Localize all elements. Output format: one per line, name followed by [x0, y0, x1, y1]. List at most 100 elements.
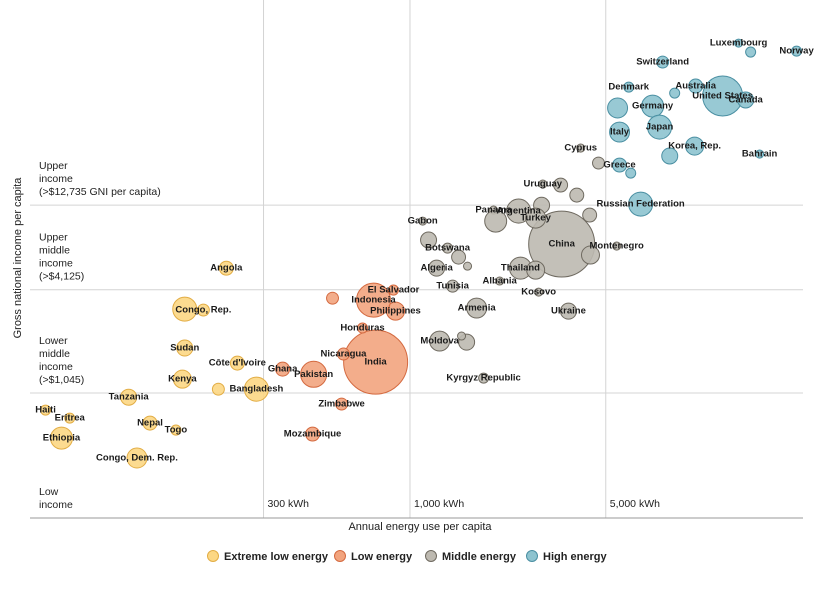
region-label: income	[39, 361, 73, 373]
bubble-label: Honduras	[340, 323, 384, 334]
bubble	[142, 415, 158, 431]
region-label: middle	[39, 245, 70, 257]
grid	[30, 0, 803, 518]
bubble	[628, 191, 654, 217]
bubble-label: Ghana	[268, 364, 298, 375]
bubble-label: Argentina	[496, 206, 541, 217]
bubble-label: India	[365, 357, 388, 368]
bubble-label: Haiti	[35, 405, 56, 416]
bubble-label: Armenia	[458, 303, 497, 314]
bubble-label: Zimbabwe	[318, 399, 364, 410]
bubble-label: Panama	[475, 205, 512, 216]
bubble	[576, 143, 586, 153]
bubble	[120, 388, 138, 406]
bubble-label: Sudan	[170, 343, 199, 354]
bubble	[607, 97, 629, 119]
bubble	[442, 242, 454, 254]
bubble-label: United States	[692, 91, 753, 102]
bubble-label: Kosovo	[521, 287, 556, 298]
x-tick-label: 5,000 kWh	[610, 498, 660, 510]
bubble-label: Turkey	[520, 213, 551, 224]
bubble-label: Angola	[210, 263, 243, 274]
bubble	[478, 372, 490, 384]
bubble	[211, 382, 225, 396]
bubble	[337, 347, 350, 361]
region-label: Upper	[39, 232, 68, 244]
region-label: income	[39, 258, 73, 270]
bubble-label: Congo, Dem. Rep.	[96, 453, 178, 464]
bubble	[170, 424, 182, 436]
bubble-label: Pakistan	[294, 369, 333, 380]
bubble	[688, 78, 704, 94]
bubble	[526, 260, 546, 280]
bubble-label: Bahrain	[742, 149, 778, 160]
bubble-labels: Angola Congo, Rep. Sudan Kenya Côte d'Ivoire…	[35, 38, 814, 464]
bubble	[451, 249, 467, 265]
bubble	[528, 210, 596, 278]
bubble	[623, 81, 635, 93]
bubble	[791, 45, 803, 57]
bubble	[64, 412, 76, 424]
legend-label: Low energy	[351, 551, 413, 563]
bubble	[243, 376, 269, 402]
legend-label: High energy	[543, 551, 607, 563]
bubble-label: Albania	[482, 276, 517, 287]
bubble-label: Denmark	[608, 82, 649, 93]
bubble	[357, 322, 369, 334]
bubble-label: Montenegro	[590, 241, 645, 252]
bubble-label: Luxembourg	[710, 38, 768, 49]
region-label: Low	[39, 486, 59, 498]
region-label: Upper	[39, 160, 68, 172]
bubble	[647, 114, 673, 140]
bubble-label: Russian Federation	[597, 199, 685, 210]
bubble-label: El Salvador	[368, 285, 420, 296]
bubble-label: Togo	[165, 425, 188, 436]
bubble	[172, 296, 198, 322]
bubble	[457, 331, 467, 341]
bubble-label: Côte d'Ivoire	[209, 358, 266, 369]
bubble-label: China	[548, 239, 575, 250]
bubble	[656, 55, 670, 69]
x-axis-title: Annual energy use per capita	[348, 521, 492, 533]
bubble-label: Eritrea	[55, 413, 86, 424]
bubble	[326, 291, 339, 305]
bubble	[582, 207, 598, 223]
bubble	[559, 302, 577, 320]
legend-label: Extreme low energy	[224, 551, 329, 563]
bubble	[176, 339, 194, 357]
bubble-label: Bangladesh	[229, 384, 283, 395]
bubble-label: Nicaragua	[321, 349, 368, 360]
bubble-label: Germany	[632, 101, 674, 112]
bubble-label: Ethiopia	[43, 433, 81, 444]
bubble	[569, 187, 585, 203]
bubble-label: Mozambique	[284, 429, 342, 440]
bubble-label: Cyprus	[564, 143, 597, 154]
legend-swatch	[334, 550, 346, 562]
bubble-label: Tanzania	[109, 392, 150, 403]
bubble-label: Nepal	[137, 418, 163, 429]
bubble	[335, 397, 349, 411]
bubble	[685, 136, 705, 156]
bubble-label: Greece	[603, 160, 635, 171]
bubble	[218, 260, 234, 276]
bubble	[275, 361, 291, 377]
bubble-label: Uruguay	[524, 179, 563, 190]
bubble-label: Botswana	[425, 243, 471, 254]
bubble	[420, 231, 438, 249]
bubbles	[40, 38, 803, 469]
bubble	[484, 209, 508, 233]
bubble-label: Japan	[646, 122, 674, 133]
region-label: Lower	[39, 335, 68, 347]
bubble	[40, 404, 52, 416]
bubble	[463, 261, 473, 271]
bubble	[428, 259, 446, 277]
bubble	[580, 245, 600, 265]
bubble-label: Tunisia	[436, 281, 469, 292]
bubble	[755, 149, 765, 159]
bubble	[609, 121, 631, 143]
region-label: (>$4,125)	[39, 271, 84, 283]
bubble-label: Switzerland	[636, 57, 689, 68]
region-label: income	[39, 173, 73, 185]
bubble	[300, 360, 328, 388]
